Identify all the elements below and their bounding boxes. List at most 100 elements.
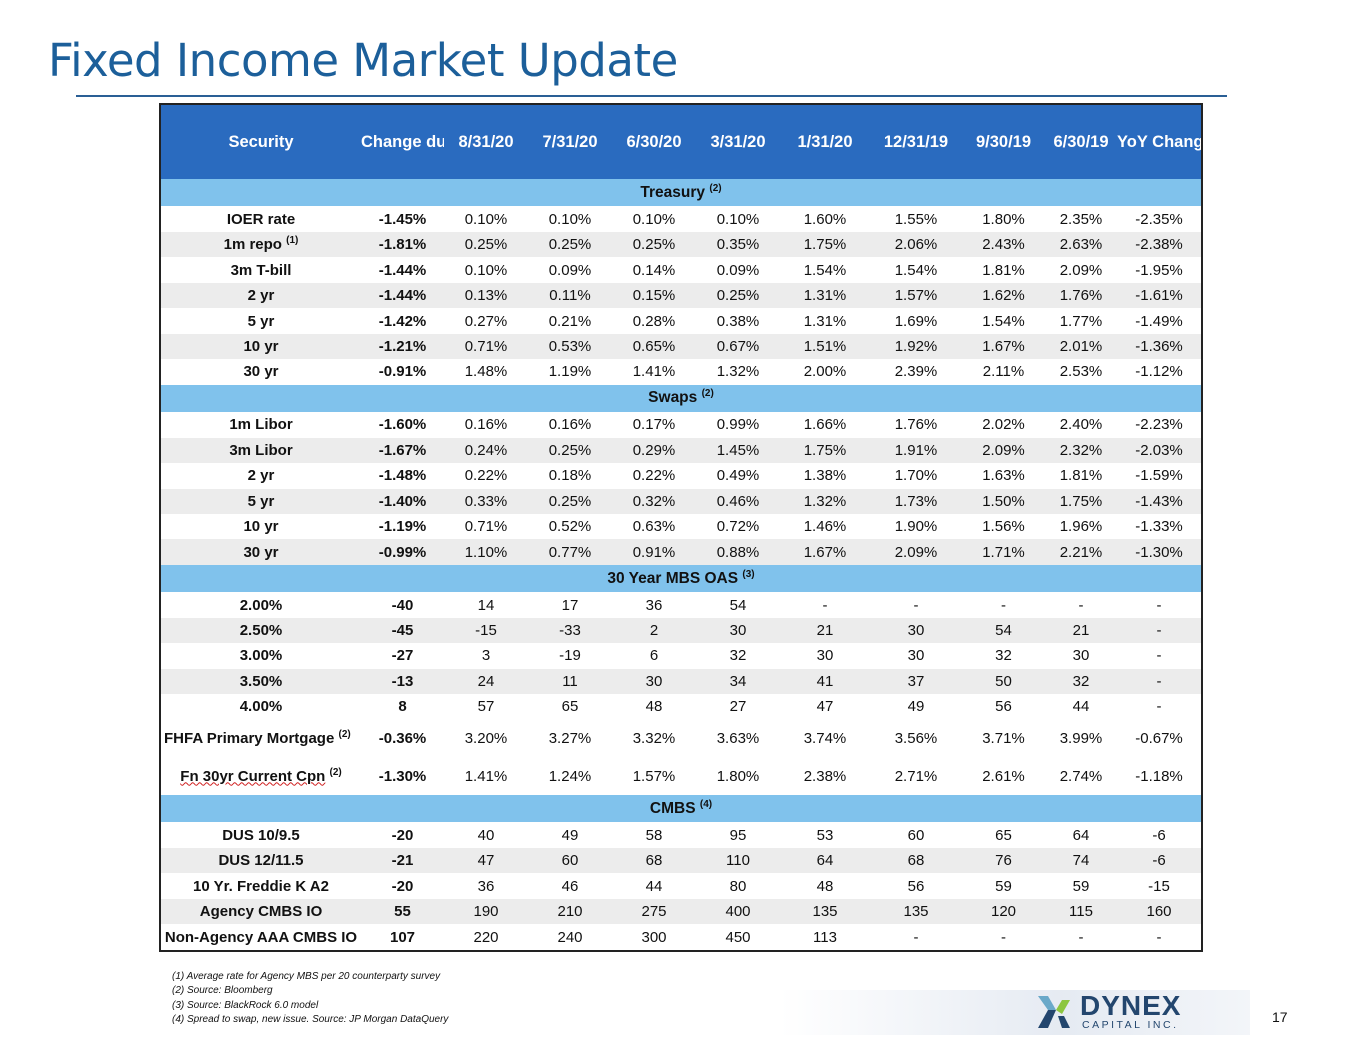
- table-cell: 30: [780, 643, 870, 669]
- table-cell: 30: [870, 643, 962, 669]
- row-label-text: 3m T-bill: [230, 261, 292, 279]
- footnote-ref: (2): [329, 766, 342, 778]
- change-cell: 107: [361, 924, 444, 950]
- table-cell: 47: [444, 847, 528, 874]
- table-cell: 0.25%: [528, 231, 612, 258]
- header-cell: 9/30/19: [962, 105, 1045, 179]
- table-cell: 0.65%: [612, 333, 696, 360]
- table-cell: 44: [1045, 694, 1117, 720]
- table-cell: 60: [528, 847, 612, 874]
- title-underline: [76, 95, 1227, 97]
- table-cell: 1.66%: [780, 412, 870, 438]
- row-label: 3m Libor: [161, 437, 361, 464]
- table-cell: 1.32%: [780, 488, 870, 514]
- table-row: 30 yr -0.99% 1.10% 0.77% 0.91% 0.88% 1.67% 2.09…: [161, 539, 1201, 565]
- table-row: 2.50% -45 -15 -33 2 30 21 30 54 21-: [161, 617, 1201, 644]
- table-cell: 2.43%: [962, 231, 1045, 258]
- table-cell: 0.22%: [612, 463, 696, 489]
- row-label-text: 1m repo: [223, 236, 282, 254]
- row-label: Non-Agency AAA CMBS IO: [161, 924, 361, 950]
- table-cell: 1.46%: [780, 513, 870, 540]
- table-cell: 0.22%: [444, 463, 528, 489]
- table-cell: 2.00%: [780, 359, 870, 385]
- footnote-ref: (1): [286, 235, 299, 247]
- table-cell: 0.14%: [612, 257, 696, 283]
- table-cell: 54: [696, 592, 780, 618]
- row-label: FHFA Primary Mortgage (2): [161, 719, 361, 758]
- table-cell: 120: [962, 898, 1045, 925]
- footnotes: (1) Average rate for Agency MBS per 20 c…: [172, 970, 448, 1027]
- table-cell: 1.31%: [780, 282, 870, 309]
- change-cell: -21: [361, 847, 444, 874]
- dynex-logo: DYNEX CAPITAL INC.: [1036, 992, 1186, 1034]
- table-cell: 2: [612, 617, 696, 644]
- section-header-row: CMBS (4): [161, 794, 1201, 823]
- table-cell: 49: [870, 694, 962, 720]
- table-cell: 44: [612, 873, 696, 899]
- table-cell: -6: [1117, 847, 1201, 874]
- header-cell: Security: [161, 105, 361, 179]
- row-label-text: DUS 10/9.5: [222, 826, 300, 844]
- table-cell: 14: [444, 592, 528, 618]
- table-cell: -1.95%: [1117, 257, 1201, 283]
- row-label-text: 1m Libor: [229, 416, 293, 434]
- table-cell: 2.38%: [780, 757, 870, 795]
- footnote: (3) Source: BlackRock 6.0 model: [172, 999, 319, 1011]
- table-cell: 0.29%: [612, 437, 696, 464]
- row-label: 5 yr: [161, 308, 361, 334]
- table-cell: 2.02%: [962, 412, 1045, 438]
- table-row: 4.00% 8 57 65 48 27 47 49 56 44-: [161, 694, 1201, 720]
- table-cell: 275: [612, 898, 696, 925]
- table-cell: 300: [612, 924, 696, 950]
- table-cell: 1.57%: [612, 757, 696, 795]
- table-cell: 53: [780, 822, 870, 848]
- change-cell: -45: [361, 617, 444, 644]
- table-cell: 41: [780, 668, 870, 695]
- table-cell: 3.63%: [696, 719, 780, 758]
- table-row: 1m Libor -1.60% 0.16% 0.16% 0.17% 0.99% 1.66% 1…: [161, 412, 1201, 438]
- row-label-text: 10 yr: [243, 337, 279, 355]
- table-cell: -: [780, 592, 870, 618]
- section-title: 30 Year MBS OAS (3): [161, 564, 1201, 593]
- table-cell: 1.48%: [444, 359, 528, 385]
- table-cell: 3.99%: [1045, 719, 1117, 758]
- row-label: 3.50%: [161, 668, 361, 695]
- row-label: Fn 30yr Current Cpn (2): [161, 757, 361, 795]
- section-title: Treasury (2): [161, 179, 1201, 207]
- table-cell: 0.35%: [696, 231, 780, 258]
- row-label: 10 yr: [161, 513, 361, 540]
- row-label-text: 10 yr: [243, 518, 279, 536]
- change-cell: -20: [361, 822, 444, 848]
- table-row: 10 yr -1.19% 0.71% 0.52% 0.63% 0.72% 1.46% 1.90…: [161, 513, 1201, 540]
- table-cell: 0.91%: [612, 539, 696, 565]
- change-cell: -1.48%: [361, 463, 444, 489]
- table-cell: 0.53%: [528, 333, 612, 360]
- table-cell: 1.81%: [962, 257, 1045, 283]
- footnote: (4) Spread to swap, new issue. Source: J…: [172, 1013, 449, 1025]
- table-cell: -2.38%: [1117, 231, 1201, 258]
- table-cell: 0.09%: [696, 257, 780, 283]
- change-cell: -1.45%: [361, 206, 444, 232]
- change-cell: -1.30%: [361, 757, 444, 795]
- table-cell: 1.24%: [528, 757, 612, 795]
- table-row: IOER rate -1.45% 0.10% 0.10% 0.10% 0.10% 1.60%…: [161, 206, 1201, 232]
- table-cell: -: [1117, 592, 1201, 618]
- table-cell: -: [1117, 617, 1201, 644]
- table-cell: 1.69%: [870, 308, 962, 334]
- table-cell: 1.62%: [962, 282, 1045, 309]
- table-cell: 2.32%: [1045, 437, 1117, 464]
- table-row: 10 yr -1.21% 0.71% 0.53% 0.65% 0.67% 1.51% 1.92…: [161, 333, 1201, 360]
- row-label-text: 2.00%: [239, 596, 283, 614]
- table-cell: 1.91%: [870, 437, 962, 464]
- row-label: DUS 12/11.5: [161, 847, 361, 874]
- table-cell: 0.09%: [528, 257, 612, 283]
- row-label: 30 yr: [161, 359, 361, 385]
- table-cell: 60: [870, 822, 962, 848]
- table-cell: 1.41%: [612, 359, 696, 385]
- table-row: Fn 30yr Current Cpn (2) -1.30% 1.41% 1.24% 1…: [161, 757, 1201, 795]
- table-cell: 1.80%: [962, 206, 1045, 232]
- row-label: 4.00%: [161, 694, 361, 720]
- table-cell: 32: [1045, 668, 1117, 695]
- section-name: 30 Year MBS OAS: [607, 569, 739, 587]
- table-cell: -33: [528, 617, 612, 644]
